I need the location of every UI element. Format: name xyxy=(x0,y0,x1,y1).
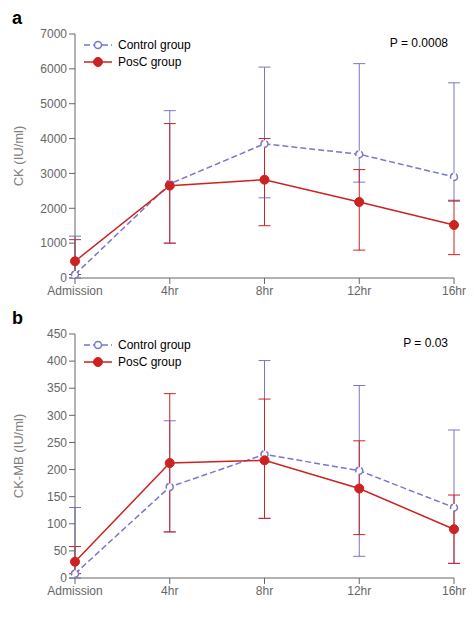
svg-text:400: 400 xyxy=(47,354,67,368)
svg-text:1000: 1000 xyxy=(40,236,67,250)
svg-text:6000: 6000 xyxy=(40,62,67,76)
svg-text:5000: 5000 xyxy=(40,97,67,111)
svg-text:300: 300 xyxy=(47,409,67,423)
svg-text:4hr: 4hr xyxy=(161,584,178,598)
html-text:Control group: Control group xyxy=(118,38,191,52)
html-text:P = 0.0008: P = 0.0008 xyxy=(389,36,448,50)
svg-text:350: 350 xyxy=(47,381,67,395)
html-text:b: b xyxy=(12,308,23,328)
svg-text:8hr: 8hr xyxy=(256,584,273,598)
svg-text:3000: 3000 xyxy=(40,167,67,181)
svg-text:8hr: 8hr xyxy=(256,284,273,298)
svg-text:Admission: Admission xyxy=(47,584,102,598)
svg-text:100: 100 xyxy=(47,517,67,531)
svg-text:7000: 7000 xyxy=(40,27,67,41)
svg-text:2000: 2000 xyxy=(40,202,67,216)
svg-text:4000: 4000 xyxy=(40,132,67,146)
svg-text:0: 0 xyxy=(60,271,67,285)
svg-text:12hr: 12hr xyxy=(347,584,371,598)
svg-text:0: 0 xyxy=(60,571,67,585)
svg-text:450: 450 xyxy=(47,327,67,341)
svg-text:Admission: Admission xyxy=(47,284,102,298)
html-text:Control group: Control group xyxy=(118,338,191,352)
svg-text:CK-MB (IU/ml): CK-MB (IU/ml) xyxy=(11,414,26,499)
html-text:a: a xyxy=(12,8,22,28)
svg-text:16hr: 16hr xyxy=(442,284,466,298)
svg-text:200: 200 xyxy=(47,463,67,477)
html-text:PosC group: PosC group xyxy=(118,55,182,69)
svg-text:16hr: 16hr xyxy=(442,584,466,598)
svg-text:250: 250 xyxy=(47,436,67,450)
svg-text:CK (IU/ml): CK (IU/ml) xyxy=(11,126,26,187)
svg-text:12hr: 12hr xyxy=(347,284,371,298)
html-text:PosC group: PosC group xyxy=(118,355,182,369)
svg-text:150: 150 xyxy=(47,490,67,504)
svg-text:4hr: 4hr xyxy=(161,284,178,298)
svg-text:50: 50 xyxy=(54,544,68,558)
html-text:P = 0.03: P = 0.03 xyxy=(403,336,448,350)
